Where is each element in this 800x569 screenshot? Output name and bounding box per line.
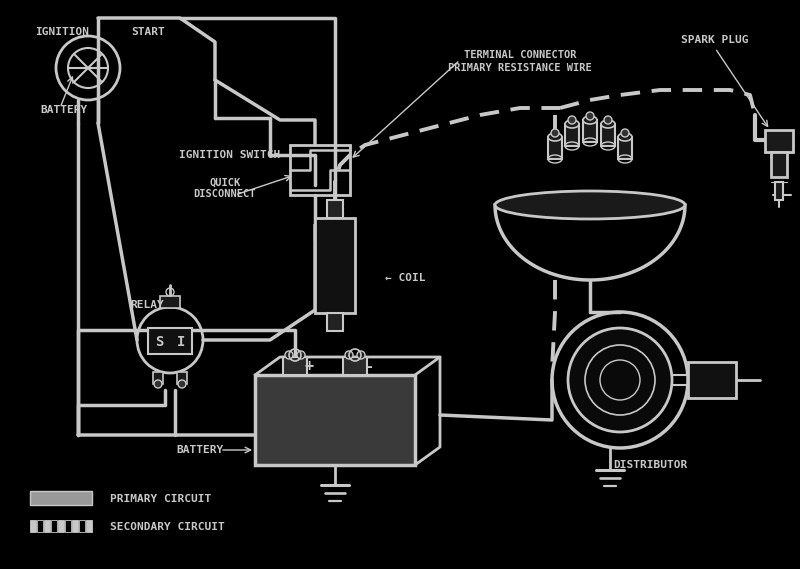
Bar bbox=[688, 362, 736, 398]
Bar bbox=[160, 296, 180, 308]
Text: BATTERY: BATTERY bbox=[40, 105, 87, 115]
Circle shape bbox=[285, 351, 293, 359]
Bar bbox=[44, 520, 50, 532]
Bar bbox=[30, 520, 36, 532]
Text: ← COIL: ← COIL bbox=[385, 273, 426, 283]
Text: IGNITION: IGNITION bbox=[35, 27, 89, 37]
Bar bbox=[765, 130, 793, 152]
Bar bbox=[51, 520, 57, 532]
Circle shape bbox=[345, 351, 353, 359]
Bar bbox=[79, 520, 85, 532]
Bar bbox=[583, 120, 597, 142]
Bar bbox=[153, 372, 163, 384]
Bar bbox=[775, 182, 783, 200]
Bar bbox=[255, 375, 415, 465]
Text: SPARK PLUG: SPARK PLUG bbox=[682, 35, 749, 45]
Ellipse shape bbox=[601, 120, 615, 128]
Bar bbox=[548, 137, 562, 159]
Circle shape bbox=[621, 129, 629, 137]
Bar bbox=[65, 520, 71, 532]
Text: PRIMARY RESISTANCE WIRE: PRIMARY RESISTANCE WIRE bbox=[448, 63, 592, 73]
Bar bbox=[327, 313, 343, 331]
Circle shape bbox=[178, 380, 186, 388]
Ellipse shape bbox=[618, 133, 632, 141]
Text: IGNITION SWITCH: IGNITION SWITCH bbox=[179, 150, 281, 160]
Bar bbox=[283, 357, 307, 375]
Circle shape bbox=[297, 351, 305, 359]
Ellipse shape bbox=[565, 120, 579, 128]
Circle shape bbox=[604, 116, 612, 124]
Circle shape bbox=[568, 328, 672, 432]
Text: START: START bbox=[131, 27, 165, 37]
Text: QUICK
DISCONNECT: QUICK DISCONNECT bbox=[194, 177, 256, 199]
Text: -: - bbox=[365, 358, 374, 373]
Circle shape bbox=[586, 112, 594, 120]
Bar bbox=[565, 124, 579, 146]
Text: I: I bbox=[177, 335, 185, 349]
Bar bbox=[343, 357, 367, 375]
Bar bbox=[30, 491, 92, 505]
Text: DISTRIBUTOR: DISTRIBUTOR bbox=[613, 460, 687, 470]
Text: BATTERY: BATTERY bbox=[176, 445, 224, 455]
Ellipse shape bbox=[583, 116, 597, 124]
Bar bbox=[290, 145, 350, 195]
Circle shape bbox=[568, 116, 576, 124]
Text: TERMINAL CONNECTOR: TERMINAL CONNECTOR bbox=[464, 50, 576, 60]
Bar bbox=[37, 520, 43, 532]
Text: S: S bbox=[155, 335, 163, 349]
Text: PRIMARY CIRCUIT: PRIMARY CIRCUIT bbox=[110, 494, 211, 504]
Bar bbox=[148, 328, 192, 354]
Bar bbox=[72, 520, 78, 532]
Bar bbox=[58, 520, 64, 532]
Bar bbox=[177, 372, 187, 384]
Bar bbox=[315, 218, 355, 313]
Bar bbox=[86, 520, 92, 532]
Circle shape bbox=[551, 129, 559, 137]
Text: RELAY: RELAY bbox=[130, 300, 164, 310]
Ellipse shape bbox=[495, 191, 685, 219]
Circle shape bbox=[154, 380, 162, 388]
Bar bbox=[601, 124, 615, 146]
Bar bbox=[618, 137, 632, 159]
Circle shape bbox=[357, 351, 365, 359]
Text: SECONDARY CIRCUIT: SECONDARY CIRCUIT bbox=[110, 522, 225, 532]
Text: +: + bbox=[305, 358, 314, 373]
Ellipse shape bbox=[548, 133, 562, 141]
Bar bbox=[327, 200, 343, 218]
Bar bbox=[771, 152, 787, 177]
